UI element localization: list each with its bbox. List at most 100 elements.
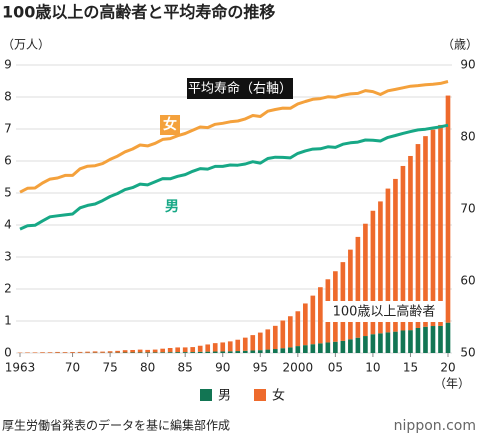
bar <box>445 95 451 323</box>
source: 厚生労働省発表のデータを基に編集部作成 <box>2 418 230 433</box>
bar <box>272 349 278 353</box>
bar <box>303 303 308 346</box>
bar <box>160 352 165 353</box>
bar <box>160 348 165 353</box>
bar <box>355 236 361 338</box>
bar <box>370 334 376 353</box>
bar <box>130 349 135 353</box>
line-label-box <box>160 115 180 135</box>
annotation-box <box>324 301 444 322</box>
legend-swatch <box>200 389 212 401</box>
line-label-box <box>162 197 182 217</box>
x-tick-label: 70 <box>65 361 80 375</box>
bar <box>197 351 203 353</box>
bar <box>70 352 75 353</box>
bar <box>235 351 241 353</box>
line <box>19 123 449 231</box>
bar <box>227 351 233 353</box>
bar <box>107 351 113 353</box>
chart-title: 100歳以上の高齢者と平均寿命の推移 <box>2 3 275 22</box>
bar <box>62 352 68 353</box>
bar <box>85 351 90 353</box>
x-tick-label: 10 <box>365 361 380 375</box>
bar <box>318 287 323 344</box>
bar <box>265 349 271 353</box>
bar <box>130 352 135 353</box>
y-tick-label: 0 <box>4 346 12 360</box>
bar <box>250 335 256 351</box>
bar <box>393 178 398 332</box>
annotation: 平均寿命（右軸） <box>188 81 292 97</box>
bar <box>385 332 391 353</box>
bar <box>167 352 173 353</box>
x-tick-label: 15 <box>403 361 418 375</box>
bar <box>400 165 406 331</box>
bar <box>77 351 83 353</box>
bar <box>40 352 45 353</box>
logo: nippon.com <box>394 418 476 434</box>
y2-tick-label: 60 <box>460 274 475 288</box>
y-tick-label: 4 <box>4 218 12 232</box>
bar <box>445 322 451 353</box>
bar <box>152 352 158 353</box>
bar <box>415 327 421 353</box>
bar <box>152 349 158 353</box>
y-tick-label: 5 <box>4 186 12 200</box>
y-tick-label: 8 <box>4 90 12 104</box>
annotation: 100歳以上高齢者 <box>333 304 436 320</box>
x-tick-label: 80 <box>140 361 155 375</box>
y-tick-label: 3 <box>4 250 12 264</box>
bar <box>122 350 128 353</box>
bar <box>393 331 398 353</box>
bar <box>242 337 248 351</box>
bar <box>137 352 143 353</box>
bar <box>32 352 38 353</box>
bar <box>235 339 241 352</box>
annotation-box <box>187 78 293 99</box>
bar <box>287 347 293 353</box>
y-tick-label: 2 <box>4 282 12 296</box>
bar <box>340 340 346 353</box>
x-tick-label: 85 <box>178 361 193 375</box>
bar <box>423 326 428 353</box>
bar <box>385 188 391 333</box>
bar <box>363 223 368 337</box>
bar <box>378 333 383 353</box>
bar <box>430 326 436 353</box>
bar <box>212 343 218 352</box>
bar <box>250 350 256 353</box>
x-axis-label: （年） <box>434 377 470 391</box>
bar <box>257 332 263 351</box>
bar <box>287 316 293 348</box>
bar <box>167 348 173 353</box>
bar <box>265 329 271 350</box>
bar <box>55 351 60 353</box>
bar <box>333 341 338 353</box>
bar <box>325 342 331 353</box>
bar <box>212 351 218 353</box>
bar <box>100 351 105 353</box>
bar <box>438 325 443 353</box>
bar <box>363 336 368 353</box>
bar <box>423 136 428 327</box>
bar <box>295 346 301 353</box>
y2-tick-label: 70 <box>460 202 475 216</box>
bar <box>145 349 150 353</box>
bar <box>257 350 263 353</box>
x-tick-label: 75 <box>102 361 117 375</box>
bar <box>175 352 181 353</box>
legend-label: 男 <box>218 389 231 404</box>
bar <box>92 351 98 353</box>
bar <box>295 311 301 347</box>
x-tick-label: 05 <box>328 361 343 375</box>
bar <box>205 351 211 353</box>
bar <box>408 155 413 331</box>
bar <box>430 129 436 327</box>
bar <box>348 249 353 340</box>
y-tick-label: 1 <box>4 314 12 328</box>
bar <box>408 330 413 353</box>
bar <box>272 325 278 350</box>
y-tick-label: 7 <box>4 122 12 136</box>
bar <box>400 330 406 353</box>
y2-axis-label: （歳） <box>442 38 478 52</box>
